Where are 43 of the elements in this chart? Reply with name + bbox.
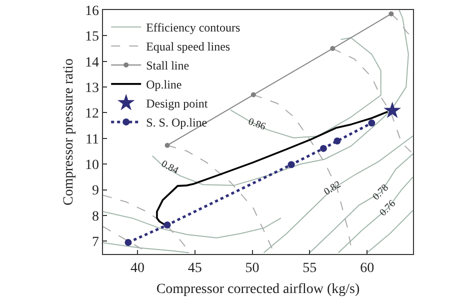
y-tick-label: 12 [85, 106, 99, 122]
x-tick-label: 60 [360, 261, 374, 276]
point [388, 11, 394, 16]
point [164, 221, 171, 228]
y-tick-label: 9 [92, 184, 99, 199]
annotation: 0.82 [322, 179, 343, 198]
annotation: 0.84 [159, 158, 180, 177]
point [288, 161, 295, 168]
legend-label: Efficiency contours [146, 20, 241, 35]
legend-label: S. S. Op.line [146, 116, 208, 130]
point [384, 102, 401, 118]
point [320, 144, 327, 152]
point [334, 137, 341, 144]
legend-label: Stall line [146, 58, 190, 73]
point [330, 46, 336, 52]
y-tick-label: 14 [85, 55, 99, 70]
annotation: 0.76 [378, 198, 398, 219]
point [164, 142, 170, 148]
legend-label: Op.line [146, 78, 182, 92]
y-tick-label: 16 [85, 4, 99, 19]
line-series [263, 135, 413, 254]
x-tick-label: 45 [188, 261, 202, 276]
point [124, 238, 132, 246]
y-tick-label: 8 [92, 209, 99, 224]
legend-label: Equal speed lines [146, 40, 230, 54]
y-tick-label: 11 [86, 132, 99, 148]
x-tick-label: 50 [245, 261, 260, 276]
y-axis-title: Compressor pressure ratio [62, 58, 77, 206]
legend-label: Design point [146, 96, 208, 111]
x-axis-title: Compressor corrected airflow (kg/s) [156, 282, 360, 298]
point [368, 120, 376, 127]
line-series [230, 37, 382, 138]
y-tick-label: 15 [85, 30, 99, 45]
point [250, 92, 256, 98]
line-series [103, 242, 190, 254]
x-tick-label: 55 [302, 261, 317, 276]
y-tick-label: 13 [85, 80, 99, 96]
annotation: 0.86 [246, 116, 267, 133]
x-tick-label: 40 [130, 261, 144, 276]
line-series [103, 211, 282, 238]
y-tick-label: 10 [85, 158, 99, 174]
y-tick-label: 7 [92, 235, 99, 250]
line-series [309, 153, 413, 254]
